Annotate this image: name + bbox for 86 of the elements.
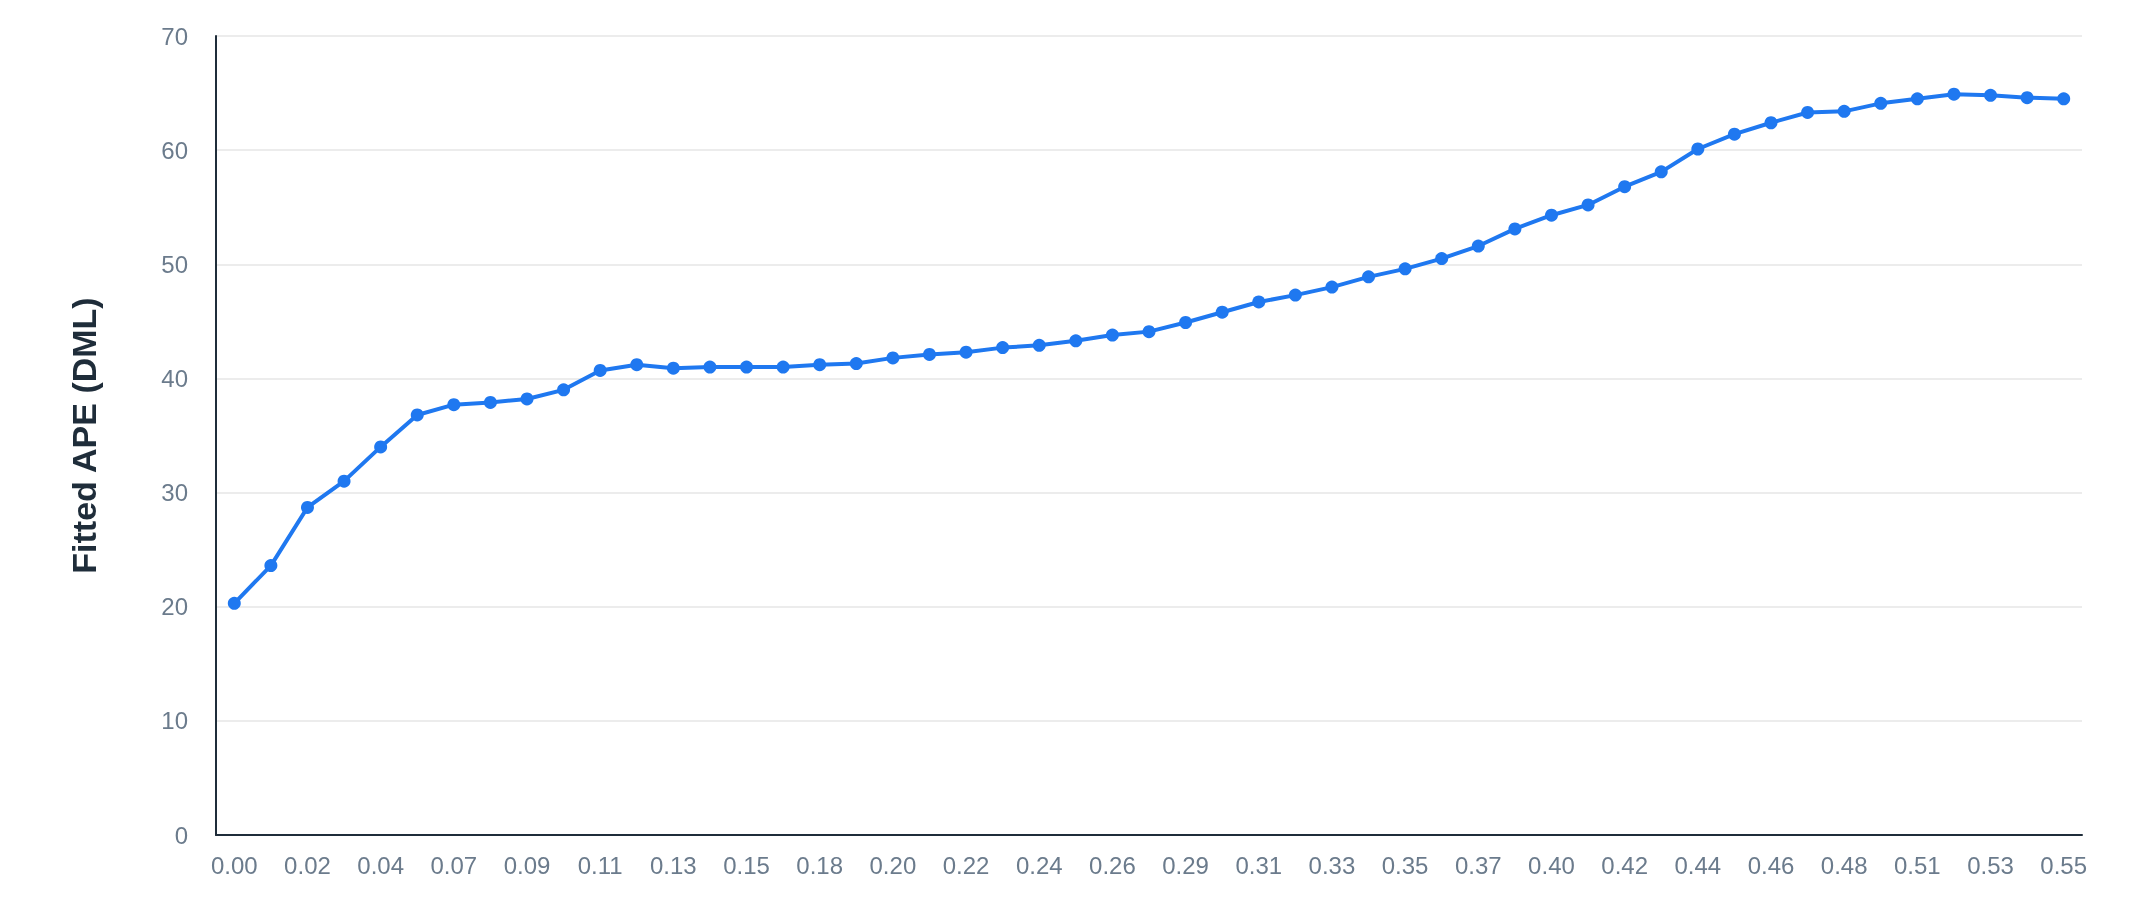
x-tick-label: 0.22 [942, 851, 990, 879]
point [1325, 280, 1339, 294]
point [300, 500, 314, 514]
point [483, 395, 497, 409]
point [1142, 325, 1156, 339]
y-tick-label: 20 [161, 593, 188, 621]
point [410, 408, 424, 422]
point [1837, 104, 1851, 118]
x-tick-label: 0.44 [1674, 851, 1722, 879]
point [1984, 88, 1998, 102]
point [337, 474, 351, 488]
point [1288, 288, 1302, 302]
point [1032, 338, 1046, 352]
x-tick-label: 0.40 [1528, 851, 1575, 879]
x-tick-label: 0.00 [210, 851, 258, 879]
point [886, 351, 900, 365]
point [1581, 198, 1595, 212]
point [1691, 142, 1705, 156]
point [959, 345, 973, 359]
point [1069, 334, 1083, 348]
point [776, 360, 790, 374]
point [1105, 328, 1119, 342]
point [1435, 252, 1449, 266]
y-tick-label: 60 [161, 136, 188, 164]
point [520, 392, 534, 406]
x-tick-label: 0.48 [1820, 851, 1868, 879]
x-tick-label: 0.02 [284, 851, 331, 879]
x-tick-label: 0.35 [1381, 851, 1429, 879]
point [1727, 127, 1741, 141]
y-tick-label: 30 [161, 479, 188, 507]
point [1947, 87, 1961, 101]
point [1910, 92, 1924, 106]
point [593, 363, 607, 377]
point [1179, 316, 1193, 329]
point [922, 347, 936, 361]
y-tick-label: 10 [161, 707, 188, 735]
point [849, 357, 863, 371]
x-tick-label: 0.33 [1308, 851, 1356, 879]
point [1618, 180, 1632, 194]
x-tick-label: 0.09 [503, 851, 551, 879]
point [1764, 116, 1778, 130]
point [2020, 91, 2034, 105]
point [813, 358, 827, 372]
point [1544, 208, 1558, 222]
x-tick-label: 0.29 [1162, 851, 1209, 879]
x-tick-label: 0.18 [796, 851, 844, 879]
point [1252, 295, 1266, 309]
point [1362, 270, 1376, 284]
point [1398, 262, 1412, 276]
x-tick-label: 0.42 [1601, 851, 1649, 879]
y-tick-label: 50 [161, 250, 188, 278]
point [1654, 165, 1668, 179]
point [703, 360, 717, 374]
point [374, 440, 388, 454]
point [557, 383, 571, 397]
x-tick-label: 0.26 [1089, 851, 1136, 879]
x-tick-label: 0.51 [1893, 851, 1941, 879]
point [447, 398, 461, 412]
x-tick-label: 0.15 [723, 851, 770, 879]
y-tick-label: 70 [161, 22, 188, 50]
x-tick-label: 0.37 [1454, 851, 1502, 879]
point [1215, 305, 1229, 319]
x-tick-label: 0.24 [1015, 851, 1063, 879]
point [2057, 92, 2071, 106]
point [666, 361, 680, 375]
point [630, 358, 644, 372]
point [996, 341, 1010, 355]
x-tick-label: 0.13 [649, 851, 697, 879]
point [1508, 222, 1522, 236]
x-tick-label: 0.11 [577, 851, 623, 879]
y-axis-title: Fitted APE (DML) [65, 297, 103, 574]
y-tick-label: 40 [161, 364, 188, 392]
x-tick-label: 0.04 [357, 851, 405, 879]
x-tick-label: 0.07 [430, 851, 478, 879]
point [264, 559, 278, 573]
x-tick-label: 0.55 [2040, 851, 2088, 879]
point [1874, 96, 1888, 110]
x-tick-label: 0.20 [869, 851, 917, 879]
x-tick-label: 0.53 [1967, 851, 2014, 879]
point [227, 596, 241, 610]
x-tick-label: 0.31 [1235, 851, 1283, 879]
point [1801, 105, 1815, 119]
y-tick-label: 0 [174, 821, 188, 849]
point [1471, 239, 1485, 253]
x-tick-label: 0.46 [1747, 851, 1795, 879]
point [740, 360, 754, 374]
